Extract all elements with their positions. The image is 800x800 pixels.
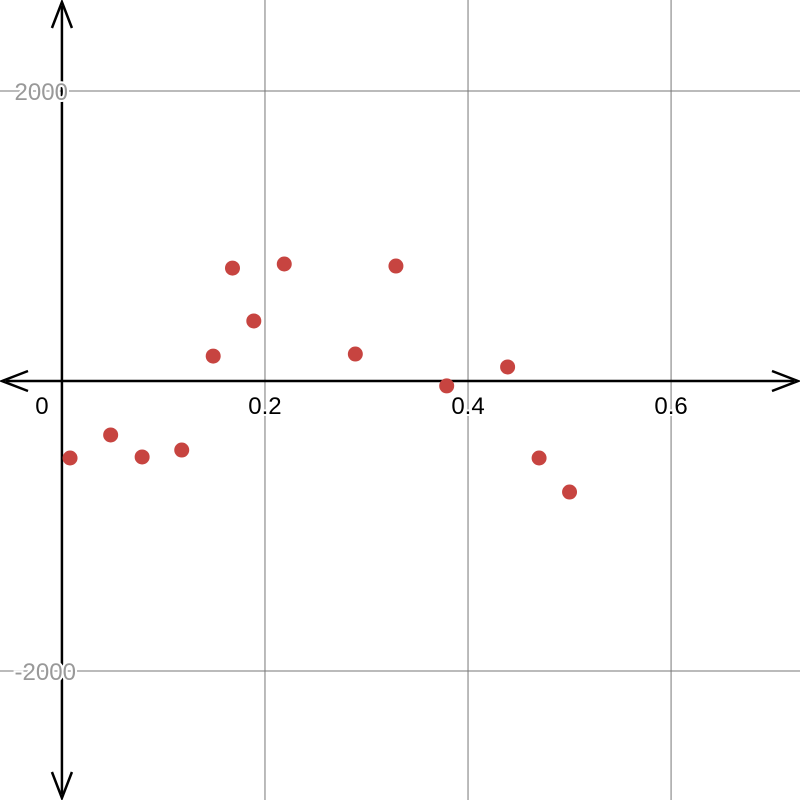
- data-point: [62, 450, 78, 466]
- x-axis-right-arrow-icon: [771, 369, 800, 393]
- y-axis-up-arrow-icon: [50, 0, 74, 29]
- y-tick-label: -2000: [15, 659, 76, 686]
- data-point: [134, 449, 150, 465]
- y-axis-down-arrow-icon: [50, 771, 74, 800]
- data-point: [174, 442, 190, 458]
- x-tick-label: 0.6: [654, 393, 687, 420]
- data-point: [562, 484, 578, 500]
- y-tick-label: 2000: [15, 79, 68, 106]
- data-point: [439, 378, 455, 394]
- data-point: [531, 450, 547, 466]
- data-point: [103, 427, 119, 443]
- data-point: [276, 256, 292, 272]
- x-tick-label: 0.2: [248, 393, 281, 420]
- data-point: [500, 359, 516, 375]
- data-point: [347, 346, 363, 362]
- data-point: [224, 260, 240, 276]
- x-tick-label: 0.4: [451, 393, 484, 420]
- data-point: [246, 313, 262, 329]
- tick-labels: 0 0.2 0.4 0.6 2000 -2000: [13, 77, 690, 688]
- data-point: [388, 258, 404, 274]
- x-axis-left-arrow-icon: [0, 369, 29, 393]
- x-tick-label: 0: [35, 393, 48, 420]
- data-point: [205, 348, 221, 364]
- data-points: [62, 256, 578, 500]
